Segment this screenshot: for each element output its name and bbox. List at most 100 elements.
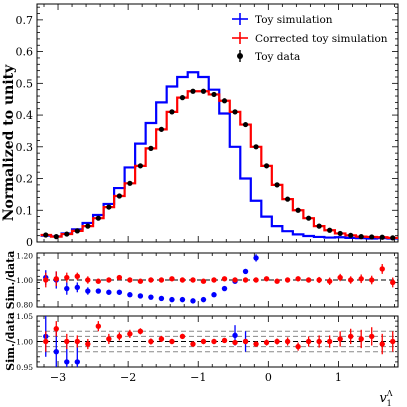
y-tick-label: 1.00: [16, 276, 33, 285]
ratio-point: [263, 339, 270, 346]
main-panel: 0 0.1 0.2 0.3 0.4 0.5 0.6 0.7 Normalized to unit…: [1, 3, 399, 249]
ratio-point: [232, 277, 238, 283]
toy-data-point: [221, 98, 228, 104]
x-tick-label: −3: [50, 371, 66, 384]
ratio-point: [106, 289, 112, 295]
ratio-point: [169, 276, 175, 282]
toy-data-point: [327, 227, 333, 233]
ratio-point: [211, 338, 217, 345]
toy-data-point: [127, 180, 133, 186]
ratio-point: [347, 333, 354, 340]
y-tick-label: 0.6: [16, 46, 34, 59]
ratio-point: [85, 277, 91, 283]
ratio-point: [295, 276, 301, 282]
toy-data-point: [211, 91, 217, 98]
ratio-point: [64, 285, 70, 292]
ratio-point: [64, 359, 70, 365]
toy-data-point: [306, 215, 312, 221]
y-tick-label: 0.3: [16, 141, 34, 154]
ratio-point: [347, 277, 354, 283]
ratio-point: [43, 338, 49, 345]
y-tick-label: 0: [26, 236, 33, 249]
ratio-point: [253, 255, 259, 261]
toy-data-point: [358, 234, 364, 240]
toy-data-point: [116, 193, 122, 199]
ratio-point: [169, 338, 175, 345]
ratio-point: [337, 274, 343, 281]
ratio-point: [137, 293, 144, 299]
y-tick-label: 0.2: [16, 173, 34, 186]
y-tick-label: 1.20: [16, 251, 33, 260]
ratio-point: [390, 338, 396, 345]
ratio-point: [369, 333, 375, 340]
ratio-point: [179, 296, 186, 303]
y-tick-label: 0.4: [16, 109, 34, 122]
ratio-point: [284, 277, 291, 283]
legend: Toy simulation Corrected toy simulation To…: [232, 13, 388, 63]
ratio-point: [358, 276, 364, 282]
toy-data-point: [169, 109, 175, 115]
ratio-point: [64, 274, 70, 281]
ratio-point: [326, 278, 333, 284]
ratio-point: [53, 276, 59, 282]
ratio-point: [232, 339, 238, 346]
y-tick-label: 1.00: [16, 338, 33, 347]
ratio-point: [326, 338, 333, 345]
ratio-point: [379, 266, 385, 272]
ratio-point: [127, 331, 133, 337]
ratio-point: [127, 277, 133, 283]
toy-data-point: [106, 204, 112, 210]
toy-data-point: [158, 126, 165, 132]
y-tick-label: 0.7: [16, 14, 34, 27]
ratio-point: [242, 277, 249, 283]
toy-data-point: [43, 232, 49, 238]
toy-data-point: [369, 234, 375, 240]
ratio-point: [316, 277, 322, 283]
ratio-point: [95, 323, 102, 329]
toy-data-point: [337, 230, 343, 237]
toy-data-point: [274, 182, 280, 188]
ratio-point: [106, 277, 112, 283]
ratio-point: [116, 289, 123, 295]
toy-data-point: [242, 121, 249, 128]
ratio-point: [85, 341, 91, 347]
ratio-point: [242, 338, 249, 345]
ratio-point: [221, 337, 228, 344]
ratio-point: [74, 273, 81, 280]
toy-data-point: [200, 88, 207, 94]
toy-data-point: [348, 232, 354, 238]
toy-data-point: [148, 145, 154, 151]
ratio-point: [284, 338, 291, 345]
ratio-point: [190, 298, 196, 304]
ratio-point: [253, 341, 259, 347]
ratio-point: [74, 359, 81, 365]
ratio-point: [200, 278, 207, 284]
ratio-point: [200, 296, 207, 303]
ratio-point: [295, 343, 301, 350]
ratio-point: [137, 328, 144, 334]
panel-frame: [36, 3, 399, 243]
ratio-point: [369, 277, 375, 283]
ratio-point: [85, 288, 91, 294]
y-axis-label: Sim./data: [4, 251, 17, 310]
y-axis-label: Sim./data: [4, 312, 17, 371]
ratio-point: [211, 292, 217, 298]
ratio-point: [305, 338, 312, 345]
y-tick-label: 0.1: [16, 204, 34, 217]
x-tick-label: −1: [190, 371, 206, 384]
ratio-point: [148, 277, 154, 283]
ratio-point: [95, 288, 102, 294]
ratio-point: [242, 268, 249, 275]
legend-marker-dot: [237, 53, 243, 59]
ratio-point: [190, 341, 196, 347]
toy-data-point: [295, 207, 301, 213]
ratio-point: [106, 336, 112, 342]
legend-label: Toy data: [255, 51, 300, 63]
ratio-point: [158, 295, 165, 302]
toy-data-point: [74, 228, 80, 234]
ratio-point: [232, 332, 238, 339]
toy-data-point: [85, 223, 91, 229]
ratio-point: [358, 336, 364, 342]
